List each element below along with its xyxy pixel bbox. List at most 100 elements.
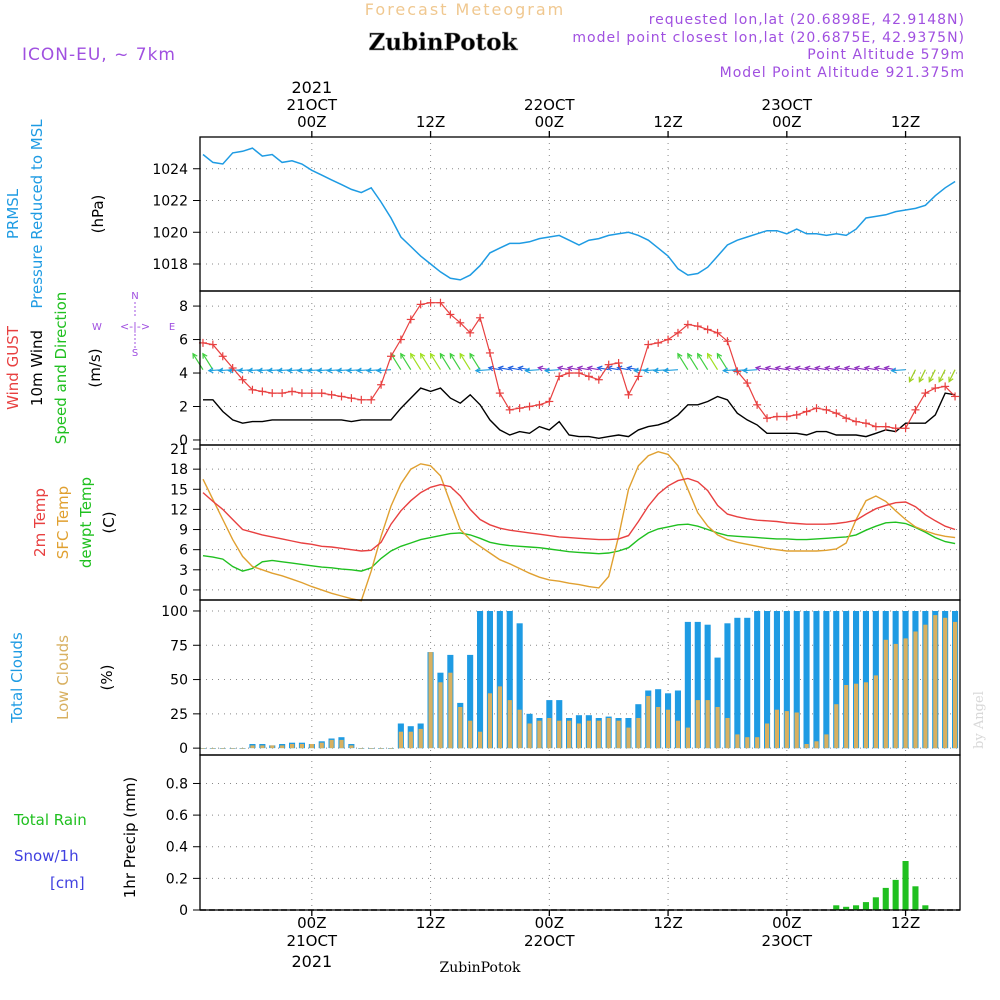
- temperature-ytick-label: 12: [170, 502, 188, 518]
- wind-arrow-head: [227, 367, 234, 374]
- temperature-unit: (C): [100, 511, 118, 533]
- pressure-ylabel-1: Pressure Reduced to MSL: [28, 119, 46, 309]
- gust-marker: [228, 364, 237, 372]
- gust-marker: [525, 402, 534, 411]
- gust-marker: [812, 404, 821, 413]
- low-cloud-bar: [220, 748, 225, 749]
- wind-arrow-shaft: [545, 369, 560, 372]
- pressure-ytick-label: 1020: [152, 225, 188, 241]
- wind-direction-arrow: [429, 352, 441, 370]
- gust-marker: [822, 405, 831, 414]
- gust-marker: [248, 385, 257, 394]
- wind-direction-arrow: [706, 352, 719, 370]
- total-cloud-bar: [833, 611, 840, 749]
- wind-arrow-head: [497, 365, 504, 372]
- bottom-time-axis: 2021 00Z 12Z 00Z 12Z 00Z 12Z 21OCT 22OCT 23OCT: [287, 910, 920, 971]
- wind-arrow-shaft: [707, 353, 719, 370]
- rain-bar: [872, 897, 879, 910]
- wind-direction-arrow: [843, 365, 857, 372]
- low-cloud-bar: [576, 723, 582, 749]
- wind-arrow-shaft: [743, 369, 758, 372]
- low-cloud-bar: [487, 693, 493, 749]
- wind-arrow-head: [697, 352, 703, 359]
- precip-unit: 1hr Precip (mm): [121, 777, 139, 898]
- low-cloud-bar: [428, 652, 433, 749]
- low-cloud-bar: [547, 718, 552, 749]
- clouds-ytick-label: 0: [179, 741, 188, 757]
- low-cloud-bar: [913, 631, 918, 749]
- gust-marker: [644, 340, 653, 349]
- low-cloud-bar: [883, 639, 888, 749]
- wind-arrow-head: [918, 376, 924, 383]
- low-cloud-bar: [854, 683, 859, 749]
- wind-arrow-head: [439, 352, 445, 359]
- low-cloud-bar: [765, 723, 770, 749]
- wind-arrow-head: [202, 352, 208, 359]
- wind-arrow-shaft: [716, 353, 728, 370]
- total-cloud-bar: [496, 611, 503, 749]
- wind-arrow-head: [824, 365, 831, 372]
- pressure-ytick-label: 1024: [152, 162, 188, 178]
- gust-marker: [396, 335, 405, 344]
- wind-arrow-head: [237, 367, 244, 374]
- low-cloud-bar: [794, 712, 799, 749]
- wind-direction-arrow: [697, 352, 709, 370]
- low-cloud-bar: [567, 720, 572, 749]
- wind-speed-line: [203, 387, 956, 440]
- wind-direction-arrow: [908, 369, 917, 383]
- gust-marker: [792, 410, 801, 419]
- low-cloud-bar: [260, 745, 265, 749]
- total-cloud-bar: [853, 611, 860, 749]
- temperature-panel: 0 3 6 9 12 15 18 21 2m Temp SFC Temp dewpt Temp (C): [31, 442, 961, 602]
- wind-arrow-head: [276, 367, 283, 374]
- temperature-ytick-label: 15: [170, 482, 188, 498]
- low-cloud-bar: [250, 745, 255, 749]
- top-tick-label: 00Z: [297, 113, 326, 131]
- low-cloud-bar: [339, 739, 344, 749]
- rain-bar: [862, 902, 869, 910]
- wind-arrow-shaft: [429, 353, 441, 370]
- wind-arrow-head: [517, 365, 524, 372]
- gust-marker: [485, 348, 494, 357]
- low-cloud-bar: [398, 731, 403, 749]
- wind-arrow-head: [764, 365, 771, 372]
- wind-direction-arrow: [873, 365, 886, 372]
- wind-direction-arrow: [576, 365, 590, 372]
- low-cloud-bar: [923, 624, 928, 749]
- gust-marker: [713, 328, 722, 337]
- wind-arrow-shaft: [677, 353, 689, 370]
- gust-marker: [733, 367, 742, 376]
- rain-bar: [902, 861, 909, 910]
- low-cloud-bar: [725, 718, 730, 749]
- gust-marker: [664, 335, 673, 344]
- closest-point: model point closest lon,lat (20.6875E, 4…: [572, 30, 965, 46]
- bottom-tick-label: 12Z: [653, 914, 682, 932]
- wind-arrow-head: [543, 367, 551, 374]
- low-cloud-bar: [606, 718, 611, 749]
- wind-arrow-head: [883, 365, 890, 372]
- wind-arrow-shaft: [525, 369, 540, 372]
- rain-bar: [912, 886, 919, 910]
- total-cloud-bar: [803, 611, 810, 749]
- wind-arrow-shaft: [891, 369, 906, 372]
- wind-unit: (m/s): [86, 348, 104, 387]
- wind-arrow-shaft: [475, 369, 490, 372]
- low-cloud-bar: [814, 741, 819, 749]
- wind-arrow-head: [606, 365, 613, 372]
- bottom-tick-label: 12Z: [416, 914, 445, 932]
- clouds-ytick-label: 75: [170, 638, 188, 654]
- bottom-tick-label: 12Z: [891, 914, 920, 932]
- wind-direction-arrow: [566, 365, 580, 372]
- low-cloud-bar: [596, 720, 601, 749]
- wind-direction-arrow: [764, 365, 778, 372]
- bottom-year-label: 2021: [291, 952, 332, 971]
- model-label: ICON-EU, ~ 7km: [22, 45, 176, 65]
- total-cloud-bar: [714, 657, 721, 749]
- gust-marker: [337, 392, 346, 401]
- gust-marker: [753, 400, 762, 409]
- total-cloud-bar: [506, 611, 513, 749]
- wind-arrow-head: [469, 352, 475, 359]
- wind-panel: 0 2 4 6 8 Wind GUST 10m Wind Speed and Directio…: [4, 290, 961, 449]
- total-cloud-bar: [684, 621, 691, 749]
- wind-direction-arrow: [918, 369, 926, 383]
